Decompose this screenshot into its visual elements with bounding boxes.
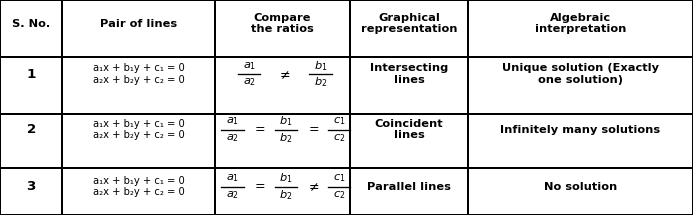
- Text: $b_2$: $b_2$: [279, 188, 292, 202]
- Text: ≠: ≠: [279, 68, 290, 81]
- Text: $b_1$: $b_1$: [314, 59, 327, 73]
- Text: a₁x + b₁y + c₁ = 0
a₂x + b₂y + c₂ = 0: a₁x + b₁y + c₁ = 0 a₂x + b₂y + c₂ = 0: [93, 63, 184, 85]
- Text: $a_2$: $a_2$: [243, 77, 256, 88]
- Text: =: =: [254, 180, 265, 193]
- Text: $c_1$: $c_1$: [333, 172, 346, 184]
- Text: $a_2$: $a_2$: [226, 189, 239, 201]
- Text: Parallel lines: Parallel lines: [367, 181, 451, 192]
- Text: $b_2$: $b_2$: [279, 131, 292, 145]
- Text: $a_1$: $a_1$: [226, 172, 239, 184]
- Text: =: =: [254, 123, 265, 136]
- Text: Coincident
lines: Coincident lines: [374, 119, 444, 140]
- Text: a₁x + b₁y + c₁ = 0
a₂x + b₂y + c₂ = 0: a₁x + b₁y + c₁ = 0 a₂x + b₂y + c₂ = 0: [93, 176, 184, 197]
- Text: ≠: ≠: [308, 180, 319, 193]
- Text: $b_2$: $b_2$: [314, 75, 327, 89]
- Text: 1: 1: [26, 68, 36, 81]
- Text: Graphical
representation: Graphical representation: [360, 13, 457, 34]
- Text: Unique solution (Exactly
one solution): Unique solution (Exactly one solution): [502, 63, 659, 85]
- Text: $b_1$: $b_1$: [279, 114, 292, 128]
- Text: $a_1$: $a_1$: [243, 60, 256, 72]
- Text: a₁x + b₁y + c₁ = 0
a₂x + b₂y + c₂ = 0: a₁x + b₁y + c₁ = 0 a₂x + b₂y + c₂ = 0: [93, 119, 184, 140]
- Text: 3: 3: [26, 180, 36, 193]
- Text: $c_2$: $c_2$: [333, 132, 345, 144]
- Text: No solution: No solution: [544, 181, 617, 192]
- Text: Pair of lines: Pair of lines: [100, 19, 177, 29]
- Text: $b_1$: $b_1$: [279, 171, 292, 185]
- Text: =: =: [308, 123, 319, 136]
- Text: Algebraic
interpretation: Algebraic interpretation: [535, 13, 626, 34]
- Text: S. No.: S. No.: [12, 19, 51, 29]
- Text: 2: 2: [26, 123, 36, 136]
- Text: Compare
the ratios: Compare the ratios: [251, 13, 314, 34]
- Text: Infinitely many solutions: Infinitely many solutions: [500, 124, 660, 135]
- Text: $c_1$: $c_1$: [333, 115, 346, 127]
- Text: $c_2$: $c_2$: [333, 189, 345, 201]
- Text: $a_1$: $a_1$: [226, 115, 239, 127]
- Text: Intersecting
lines: Intersecting lines: [370, 63, 448, 85]
- Text: $a_2$: $a_2$: [226, 132, 239, 144]
